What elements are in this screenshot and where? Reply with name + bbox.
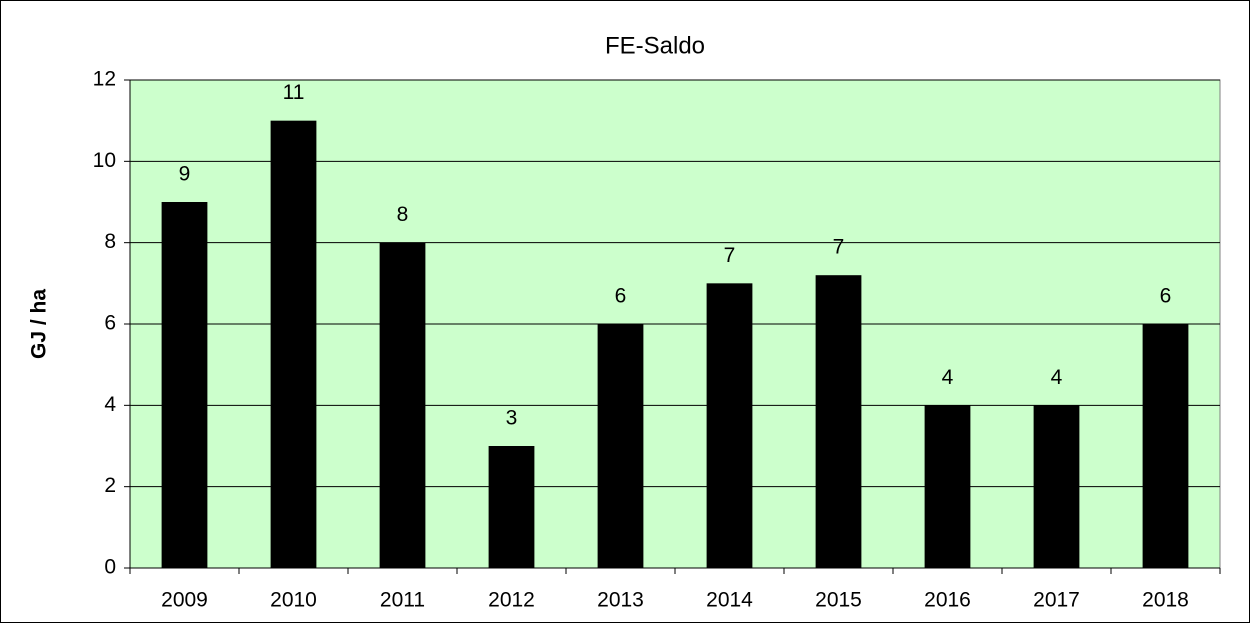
bar: [1142, 324, 1189, 568]
y-tick-label: 8: [104, 230, 116, 253]
data-label: 6: [615, 285, 627, 308]
bar: [924, 405, 971, 568]
x-tick-label: 2014: [706, 589, 753, 612]
y-tick-label: 4: [104, 393, 116, 416]
x-tick-label: 2015: [815, 589, 862, 612]
bar: [379, 242, 426, 568]
x-tick-label: 2018: [1142, 589, 1189, 612]
x-tick-label: 2010: [270, 589, 317, 612]
bar: [488, 446, 535, 568]
y-tick-label: 10: [93, 149, 116, 172]
chart-title: FE-Saldo: [605, 32, 705, 59]
data-label: 4: [1051, 366, 1063, 389]
data-label: 8: [397, 203, 409, 226]
y-tick-label: 6: [104, 312, 116, 335]
data-label: 6: [1160, 285, 1172, 308]
bar: [270, 120, 317, 569]
bar: [597, 324, 644, 568]
x-tick-label: 2013: [597, 589, 644, 612]
data-label: 4: [942, 366, 954, 389]
data-label: 7: [724, 244, 736, 267]
x-tick-label: 2017: [1033, 589, 1080, 612]
data-label: 11: [283, 81, 305, 104]
x-tick-label: 2011: [380, 589, 425, 612]
bar: [815, 275, 862, 568]
x-tick-label: 2016: [924, 589, 971, 612]
y-tick-label: 2: [104, 474, 116, 497]
data-label: 3: [506, 407, 518, 430]
data-label: 9: [179, 163, 191, 186]
y-axis-label: GJ / ha: [28, 289, 51, 359]
data-label: 7: [833, 236, 845, 259]
x-tick-label: 2009: [161, 589, 208, 612]
bar: [1033, 405, 1080, 568]
y-tick-label: 0: [104, 556, 116, 579]
bar: [706, 283, 753, 568]
bar: [161, 202, 208, 568]
x-tick-label: 2012: [488, 589, 535, 612]
y-tick-label: 12: [93, 68, 116, 91]
